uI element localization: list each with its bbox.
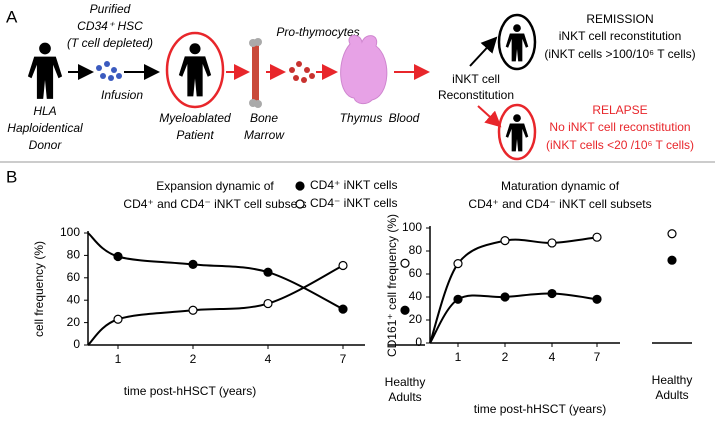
reconstitution-label: iNKT cell [452, 72, 500, 86]
healthy-adults-label: Adults [655, 388, 688, 402]
data-point [547, 238, 557, 248]
x-tick-label: 2 [190, 352, 197, 366]
graft-label: (T cell depleted) [67, 36, 153, 50]
graft-label: Purified [90, 2, 131, 16]
chart-title: CD4⁺ and CD4⁻ iNKT cell subsets [123, 197, 306, 211]
remission-circle [497, 13, 537, 71]
infusion-label: Infusion [101, 88, 143, 102]
chart-title: CD4⁺ and CD4⁻ iNKT cell subsets [468, 197, 651, 211]
data-point [188, 305, 198, 315]
remission-icon [505, 24, 529, 62]
y-tick-label: 60 [67, 270, 81, 284]
thymus-icon [340, 35, 388, 105]
bone-label: Marrow [244, 128, 285, 142]
chart-title: Maturation dynamic of [501, 179, 620, 193]
relapse-icon [505, 114, 529, 152]
y-tick-label: 40 [67, 292, 81, 306]
prothymocyte-cells [289, 61, 315, 83]
legend-label: CD4⁻ iNKT cells [310, 196, 397, 210]
x-tick-label: 4 [265, 352, 272, 366]
patient-icon [178, 43, 212, 97]
x-axis-label: time post-hHSCT (years) [474, 402, 606, 416]
healthy-adults-point [400, 305, 410, 315]
relapse-label: RELAPSE [592, 103, 647, 117]
data-point [338, 260, 348, 271]
y-tick-label: 0 [415, 335, 422, 349]
legend-marker [295, 199, 305, 209]
donor-label: Haploidentical [7, 121, 83, 135]
x-tick-label: 2 [502, 350, 509, 364]
bone-icon [249, 38, 262, 108]
data-point [500, 236, 510, 246]
healthy-adults-label: Healthy [652, 373, 693, 387]
y-tick-label: 60 [409, 266, 423, 280]
data-point [113, 314, 123, 324]
donor-label: Donor [29, 138, 63, 152]
legend-label: CD4⁺ iNKT cells [310, 178, 397, 192]
y-tick-label: 100 [402, 220, 422, 234]
healthy-adults-point [667, 229, 677, 239]
data-point [263, 267, 273, 277]
blood-label: Blood [389, 111, 420, 125]
patient-label: Myeloablated [159, 111, 231, 125]
donor-icon [27, 42, 63, 99]
data-point [453, 259, 463, 269]
relapse-circle [497, 103, 537, 161]
donor-label: HLA [33, 104, 56, 118]
healthy-adults-point [667, 255, 677, 265]
relapse-label: No iNKT cell reconstitution [549, 120, 690, 134]
y-tick-label: 0 [73, 337, 80, 351]
y-tick-label: 80 [67, 248, 81, 262]
data-point [592, 232, 602, 242]
y-tick-label: 40 [409, 289, 423, 303]
series-line [87, 264, 344, 346]
chart-title: Expansion dynamic of [156, 179, 274, 193]
y-axis-label: CD161⁺ cell frequency (%) [385, 214, 399, 357]
hsc-cells [96, 61, 122, 81]
x-tick-label: 7 [340, 352, 347, 366]
remission-label: REMISSION [586, 12, 653, 26]
series-line [87, 232, 344, 311]
reconstitution-label: Reconstitution [438, 88, 514, 102]
remission-label: iNKT cell reconstitution [559, 29, 682, 43]
series-line [429, 236, 598, 344]
y-tick-label: 20 [67, 315, 81, 329]
x-tick-label: 7 [594, 350, 601, 364]
healthy-adults-label: Adults [388, 390, 421, 404]
bone-label: Bone [250, 111, 278, 125]
data-point [592, 294, 602, 304]
x-tick-label: 1 [455, 350, 462, 364]
data-point [338, 304, 348, 314]
legend-marker [295, 181, 305, 191]
graft-label: CD34⁺ HSC [77, 19, 143, 33]
y-axis-label: cell frequency (%) [32, 241, 46, 337]
panel-label: A [6, 7, 18, 26]
data-point [263, 298, 273, 309]
healthy-adults-label: Healthy [385, 375, 426, 389]
healthy-adults-point [400, 258, 410, 268]
panel-label: B [6, 167, 17, 186]
data-point [113, 251, 123, 262]
data-point [188, 259, 198, 269]
x-axis-label: time post-hHSCT (years) [124, 384, 256, 398]
data-point [500, 292, 510, 302]
arrow [477, 105, 502, 128]
remission-label: (iNKT cells >100/10⁶ T cells) [544, 47, 695, 61]
y-tick-label: 100 [60, 225, 80, 239]
prothymocyte-label: Pro-thymocytes [276, 25, 359, 39]
patient-label: Patient [176, 128, 214, 142]
data-point [547, 288, 557, 299]
arrow [469, 36, 498, 67]
relapse-label: (iNKT cells <20 /10⁶ T cells) [546, 138, 694, 152]
data-point [453, 294, 463, 304]
thymus-label: Thymus [340, 111, 383, 125]
x-tick-label: 1 [115, 352, 122, 366]
y-tick-label: 80 [409, 243, 423, 257]
y-tick-label: 20 [409, 312, 423, 326]
x-tick-label: 4 [549, 350, 556, 364]
patient-circle [165, 31, 225, 109]
